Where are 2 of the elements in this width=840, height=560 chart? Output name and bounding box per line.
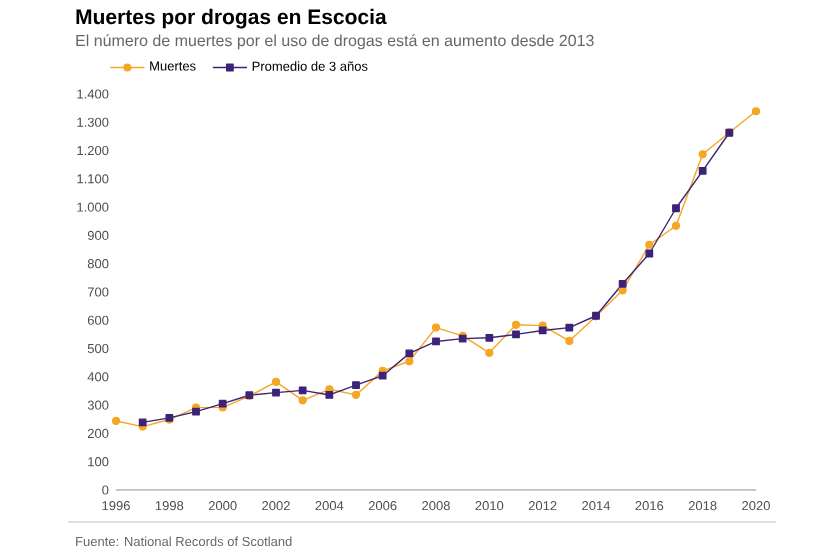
chart-title: Muertes por drogas en Escocia [76,8,387,29]
chart-subtitle: El número de muertes por el uso de drogas está en aumento desde 2013 [76,34,594,50]
